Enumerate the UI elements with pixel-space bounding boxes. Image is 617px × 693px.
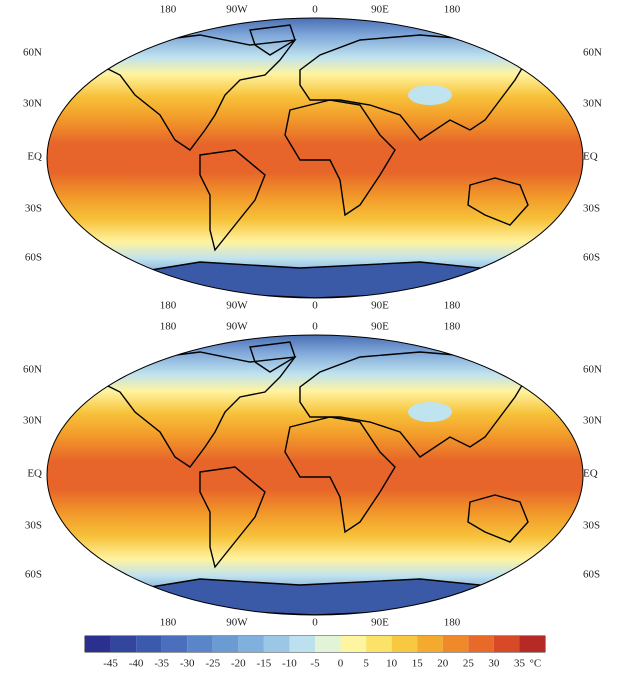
longitude-label: 180 [444, 4, 461, 16]
latitude-label: EQ [27, 468, 42, 480]
longitude-label: 180 [160, 321, 177, 333]
colorbar-unit: °C [529, 658, 541, 670]
latitude-label: EQ [583, 151, 598, 163]
colorbar-tick-label: 15 [412, 658, 424, 670]
longitude-label: 180 [444, 321, 461, 333]
longitude-label: 0 [312, 321, 318, 333]
colorbar-tick-label: -10 [282, 658, 297, 670]
latitude-label: EQ [583, 468, 598, 480]
colorbar-tick-label: 10 [386, 658, 398, 670]
colorbar-swatch [468, 636, 494, 652]
colorbar-tick-label: -20 [231, 658, 246, 670]
colorbar-tick-label: -15 [257, 658, 272, 670]
colorbar-tick-label: 25 [463, 658, 475, 670]
colorbar-swatch [442, 636, 469, 652]
latitude-label: 30N [23, 98, 42, 110]
colorbar-tick-label: -40 [129, 658, 144, 670]
colorbar-tick-label: 35 [514, 658, 526, 670]
colorbar-swatch [161, 636, 188, 652]
latitude-label: 60S [583, 252, 600, 264]
latitude-label: 30S [25, 203, 42, 215]
colorbar-tick-label: 20 [437, 658, 449, 670]
latitude-label: 60N [583, 47, 602, 59]
colorbar-swatch [493, 636, 520, 652]
colorbar-tick-label: -5 [310, 658, 320, 670]
colorbar-tick-label: -25 [205, 658, 220, 670]
colorbar-swatch [110, 636, 137, 652]
colorbar-tick-label: -30 [180, 658, 195, 670]
longitude-label: 90W [226, 617, 248, 629]
map [47, 18, 583, 298]
latitude-label: 30N [23, 415, 42, 427]
map [47, 335, 583, 615]
latitude-label: 30S [583, 203, 600, 215]
colorbar-swatch [366, 636, 392, 652]
latitude-label: 60N [583, 364, 602, 376]
longitude-label: 90W [226, 321, 248, 333]
longitude-label: 0 [312, 4, 318, 16]
colorbar-swatch [238, 636, 264, 652]
longitude-label: 180 [444, 617, 461, 629]
longitude-label: 180 [160, 617, 177, 629]
latitude-label: 30S [25, 520, 42, 532]
longitude-label: 180 [444, 300, 461, 312]
longitude-label: 0 [312, 617, 318, 629]
colorbar-swatch [519, 636, 545, 652]
longitude-label: 90E [371, 321, 389, 333]
colorbar-swatch [212, 636, 239, 652]
colorbar-tick-label: 0 [338, 658, 344, 670]
longitude-label: 90E [371, 4, 389, 16]
longitude-label: 180 [160, 4, 177, 16]
longitude-label: 90E [371, 617, 389, 629]
colorbar-swatch [85, 636, 111, 652]
longitude-label: 90E [371, 300, 389, 312]
colorbar-tick-label: 5 [363, 658, 369, 670]
latitude-label: 60S [25, 569, 42, 581]
longitude-label: 180 [160, 300, 177, 312]
latitude-label: 60S [583, 569, 600, 581]
colorbar-swatch [340, 636, 367, 652]
latitude-label: 30N [583, 415, 602, 427]
colorbar-swatch [136, 636, 162, 652]
latitude-label: 60N [23, 47, 42, 59]
latitude-label: 60S [25, 252, 42, 264]
colorbar-swatch [289, 636, 315, 652]
longitude-label: 90W [226, 300, 248, 312]
colorbar-swatch [263, 636, 290, 652]
latitude-label: 30S [583, 520, 600, 532]
colorbar-swatch [391, 636, 418, 652]
longitude-label: 0 [312, 300, 318, 312]
latitude-label: 30N [583, 98, 602, 110]
latitude-label: 60N [23, 364, 42, 376]
colorbar-swatch [187, 636, 213, 652]
colorbar-tick-label: -45 [103, 658, 118, 670]
colorbar-tick-label: -35 [154, 658, 169, 670]
colorbar-swatch [417, 636, 443, 652]
colorbar-swatch [315, 636, 341, 652]
longitude-label: 90W [226, 4, 248, 16]
latitude-label: EQ [27, 151, 42, 163]
colorbar-tick-label: 30 [488, 658, 500, 670]
